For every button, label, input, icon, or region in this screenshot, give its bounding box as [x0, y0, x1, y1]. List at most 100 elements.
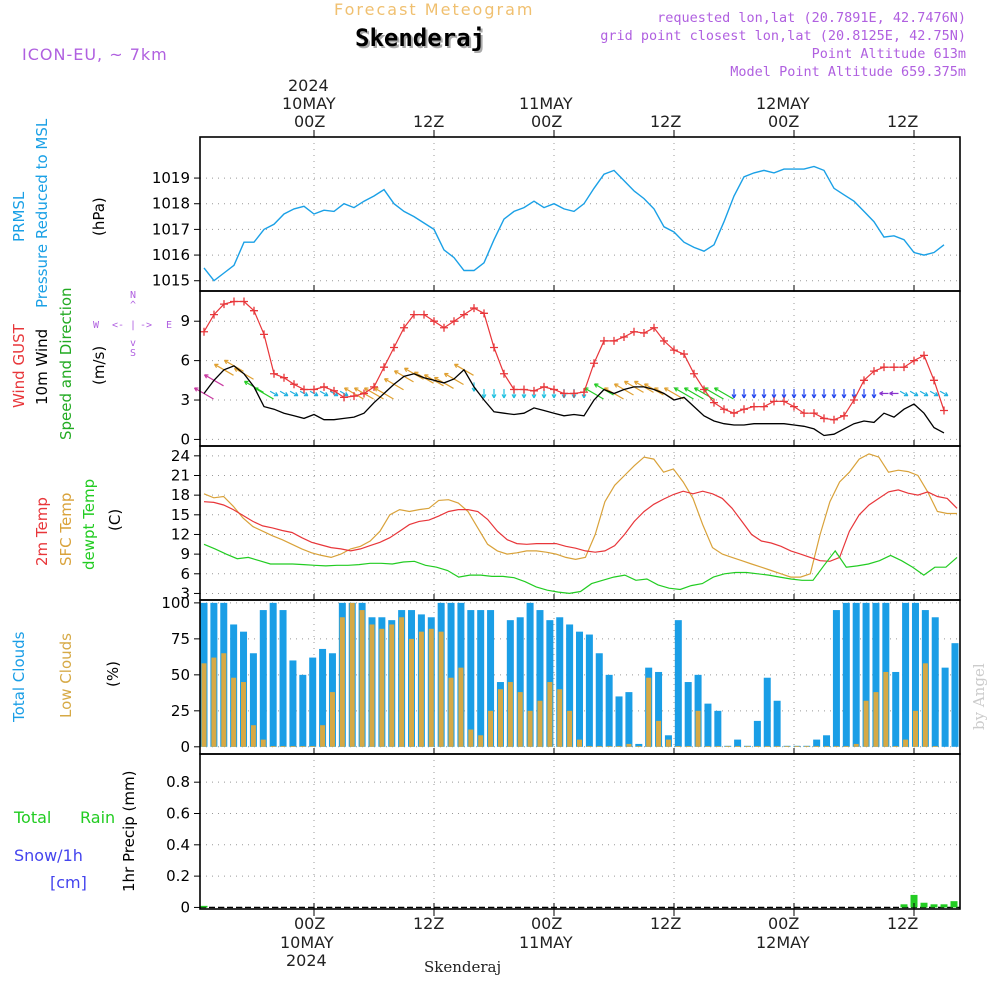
- top-hour-label: 12Z: [650, 112, 682, 131]
- gust-marker: [240, 297, 248, 306]
- top-hour-label: 00Z: [768, 112, 800, 131]
- gust-marker: [390, 343, 398, 352]
- wind-arrowhead: [581, 394, 587, 399]
- y-tick-label: 50: [171, 666, 190, 684]
- y-tick-label: 25: [171, 702, 190, 720]
- low-cloud-bar: [843, 746, 849, 747]
- wind-direction-arrow: [714, 387, 734, 400]
- wind-direction-arrow: [279, 390, 289, 397]
- low-cloud-bar: [912, 710, 918, 747]
- total-cloud-bar: [605, 674, 613, 747]
- low-cloud-bar: [557, 689, 563, 747]
- wind-arrowhead: [313, 391, 319, 397]
- total-cloud-bar: [704, 703, 712, 747]
- gust-marker: [260, 330, 268, 339]
- low-cloud-bar: [922, 663, 928, 747]
- model-altitude: Model Point Altitude 659.375m: [730, 64, 966, 80]
- wind-arrowhead: [633, 380, 639, 386]
- y-tick-label: 18: [171, 486, 190, 504]
- bottom-year-label: 2024: [286, 951, 327, 970]
- low-cloud-bar: [428, 628, 434, 747]
- low-cloud-bar: [399, 617, 405, 747]
- low-cloud-bar: [507, 682, 513, 747]
- y-tick-label: 9: [180, 312, 190, 330]
- wind-arrowhead: [531, 394, 537, 399]
- wind-arrowhead: [761, 394, 767, 399]
- rain-bar: [950, 901, 958, 908]
- gust-marker: [890, 363, 898, 372]
- low-cloud-bar: [586, 746, 592, 747]
- wind-arrowhead: [551, 394, 557, 399]
- total-cloud-bar: [813, 739, 821, 747]
- wind-arrowhead: [383, 378, 389, 383]
- bottom-hour-label: 00Z: [531, 914, 563, 933]
- low-cloud-bar: [241, 682, 247, 747]
- wind-arrowhead: [343, 387, 349, 392]
- gust-marker: [710, 398, 718, 407]
- gust-marker: [610, 336, 618, 345]
- gust-marker: [720, 405, 728, 414]
- low-cloud-bar: [606, 746, 612, 747]
- gust-marker: [320, 382, 328, 391]
- wind-arrowhead: [353, 387, 359, 392]
- low-cloud-bar: [339, 617, 345, 747]
- gust-marker: [590, 359, 598, 368]
- rain-bar: [930, 904, 938, 908]
- gust-marker: [910, 356, 918, 365]
- gust-marker: [580, 388, 588, 397]
- total-cloud-bar: [862, 602, 870, 747]
- top-date-11may: 11MAY: [519, 94, 573, 113]
- gust-marker: [490, 343, 498, 352]
- y-tick-label: 21: [171, 466, 190, 484]
- total-cloud-bar: [526, 602, 534, 747]
- top-hour-label: 00Z: [294, 112, 326, 131]
- rain-bar: [200, 905, 208, 908]
- top-date-12may: 12MAY: [756, 94, 810, 113]
- gust-marker: [410, 310, 418, 319]
- bottom-date-12may: 12MAY: [756, 933, 810, 952]
- low-cloud-bar: [596, 746, 602, 747]
- low-cloud-bar: [201, 663, 207, 747]
- gust-marker: [250, 306, 258, 315]
- low-cloud-bar: [903, 739, 909, 747]
- y-tick-label: 15: [171, 506, 190, 524]
- gridpoint-coords: grid point closest lon,lat (20.8125E, 42…: [600, 28, 966, 44]
- wind-compass: W <- | -> E N ^ v S: [90, 290, 180, 360]
- gust-marker: [280, 373, 288, 382]
- wind-arrowhead: [481, 394, 487, 399]
- wind-arrowhead: [879, 391, 884, 396]
- low-cloud-bar: [409, 638, 415, 747]
- gust-marker: [500, 369, 508, 378]
- low-cloud-bar: [250, 725, 256, 747]
- low-cloud-bar: [517, 692, 523, 747]
- total-cloud-bar: [319, 648, 327, 747]
- wind-direction-arrow: [289, 390, 299, 397]
- gust-marker: [340, 393, 348, 402]
- gust-marker: [770, 397, 778, 406]
- gust-marker: [220, 300, 228, 309]
- rain-label-rain: Rain: [80, 808, 116, 827]
- low-cloud-bar: [488, 710, 494, 747]
- total-cloud-bar: [585, 634, 593, 747]
- total-cloud-bar: [694, 674, 702, 747]
- wind-arrowhead: [213, 363, 219, 369]
- compass-w: W: [93, 320, 100, 331]
- compass-e: E: [166, 320, 173, 331]
- gust-marker: [750, 402, 758, 411]
- y-tick-label: 9: [180, 545, 190, 563]
- wind-direction-arrow: [674, 387, 694, 400]
- low-cloud-bar: [725, 746, 731, 747]
- bottom-hour-label: 00Z: [294, 914, 326, 933]
- y-tick-label: 6: [180, 565, 190, 583]
- bottom-hour-label: 12Z: [887, 914, 919, 933]
- low-cloud-bar: [478, 735, 484, 747]
- wind-direction-arrow: [664, 387, 684, 400]
- y-tick-label: 1018: [152, 195, 190, 213]
- dewpt-line: [203, 543, 958, 595]
- product-title: Forecast Meteogram: [334, 0, 535, 19]
- gust-marker: [560, 389, 568, 398]
- gust-marker: [820, 414, 828, 423]
- y-tick-label: 0: [180, 738, 190, 756]
- gust-marker: [940, 406, 948, 415]
